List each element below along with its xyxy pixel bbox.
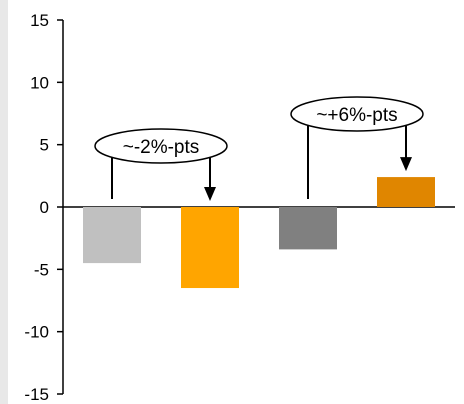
annotation-bubble	[290, 96, 424, 132]
bar-layer	[83, 177, 435, 289]
y-tick-label: -5	[34, 260, 49, 279]
y-tick-label: -15	[24, 385, 49, 404]
bar-4	[377, 177, 435, 207]
annotation-arrowhead	[204, 187, 216, 201]
left-strip	[0, 0, 8, 404]
annotation-arrowhead	[400, 157, 412, 172]
y-tick-label: 10	[30, 73, 49, 92]
bar-2	[181, 207, 239, 289]
y-tick-label: 0	[40, 198, 49, 217]
y-tick-label: 15	[30, 11, 49, 30]
annotation-layer: ~-2%-pts ~+6%-pts	[94, 96, 424, 201]
bar-1	[83, 207, 141, 264]
bar-3	[279, 207, 337, 250]
annotation-bubble	[94, 128, 228, 164]
annotation-label: ~+6%-pts	[316, 105, 397, 126]
y-tick-label: -10	[24, 323, 49, 342]
annotation-label: ~-2%-pts	[123, 137, 200, 158]
y-tick-label: 5	[40, 136, 49, 155]
